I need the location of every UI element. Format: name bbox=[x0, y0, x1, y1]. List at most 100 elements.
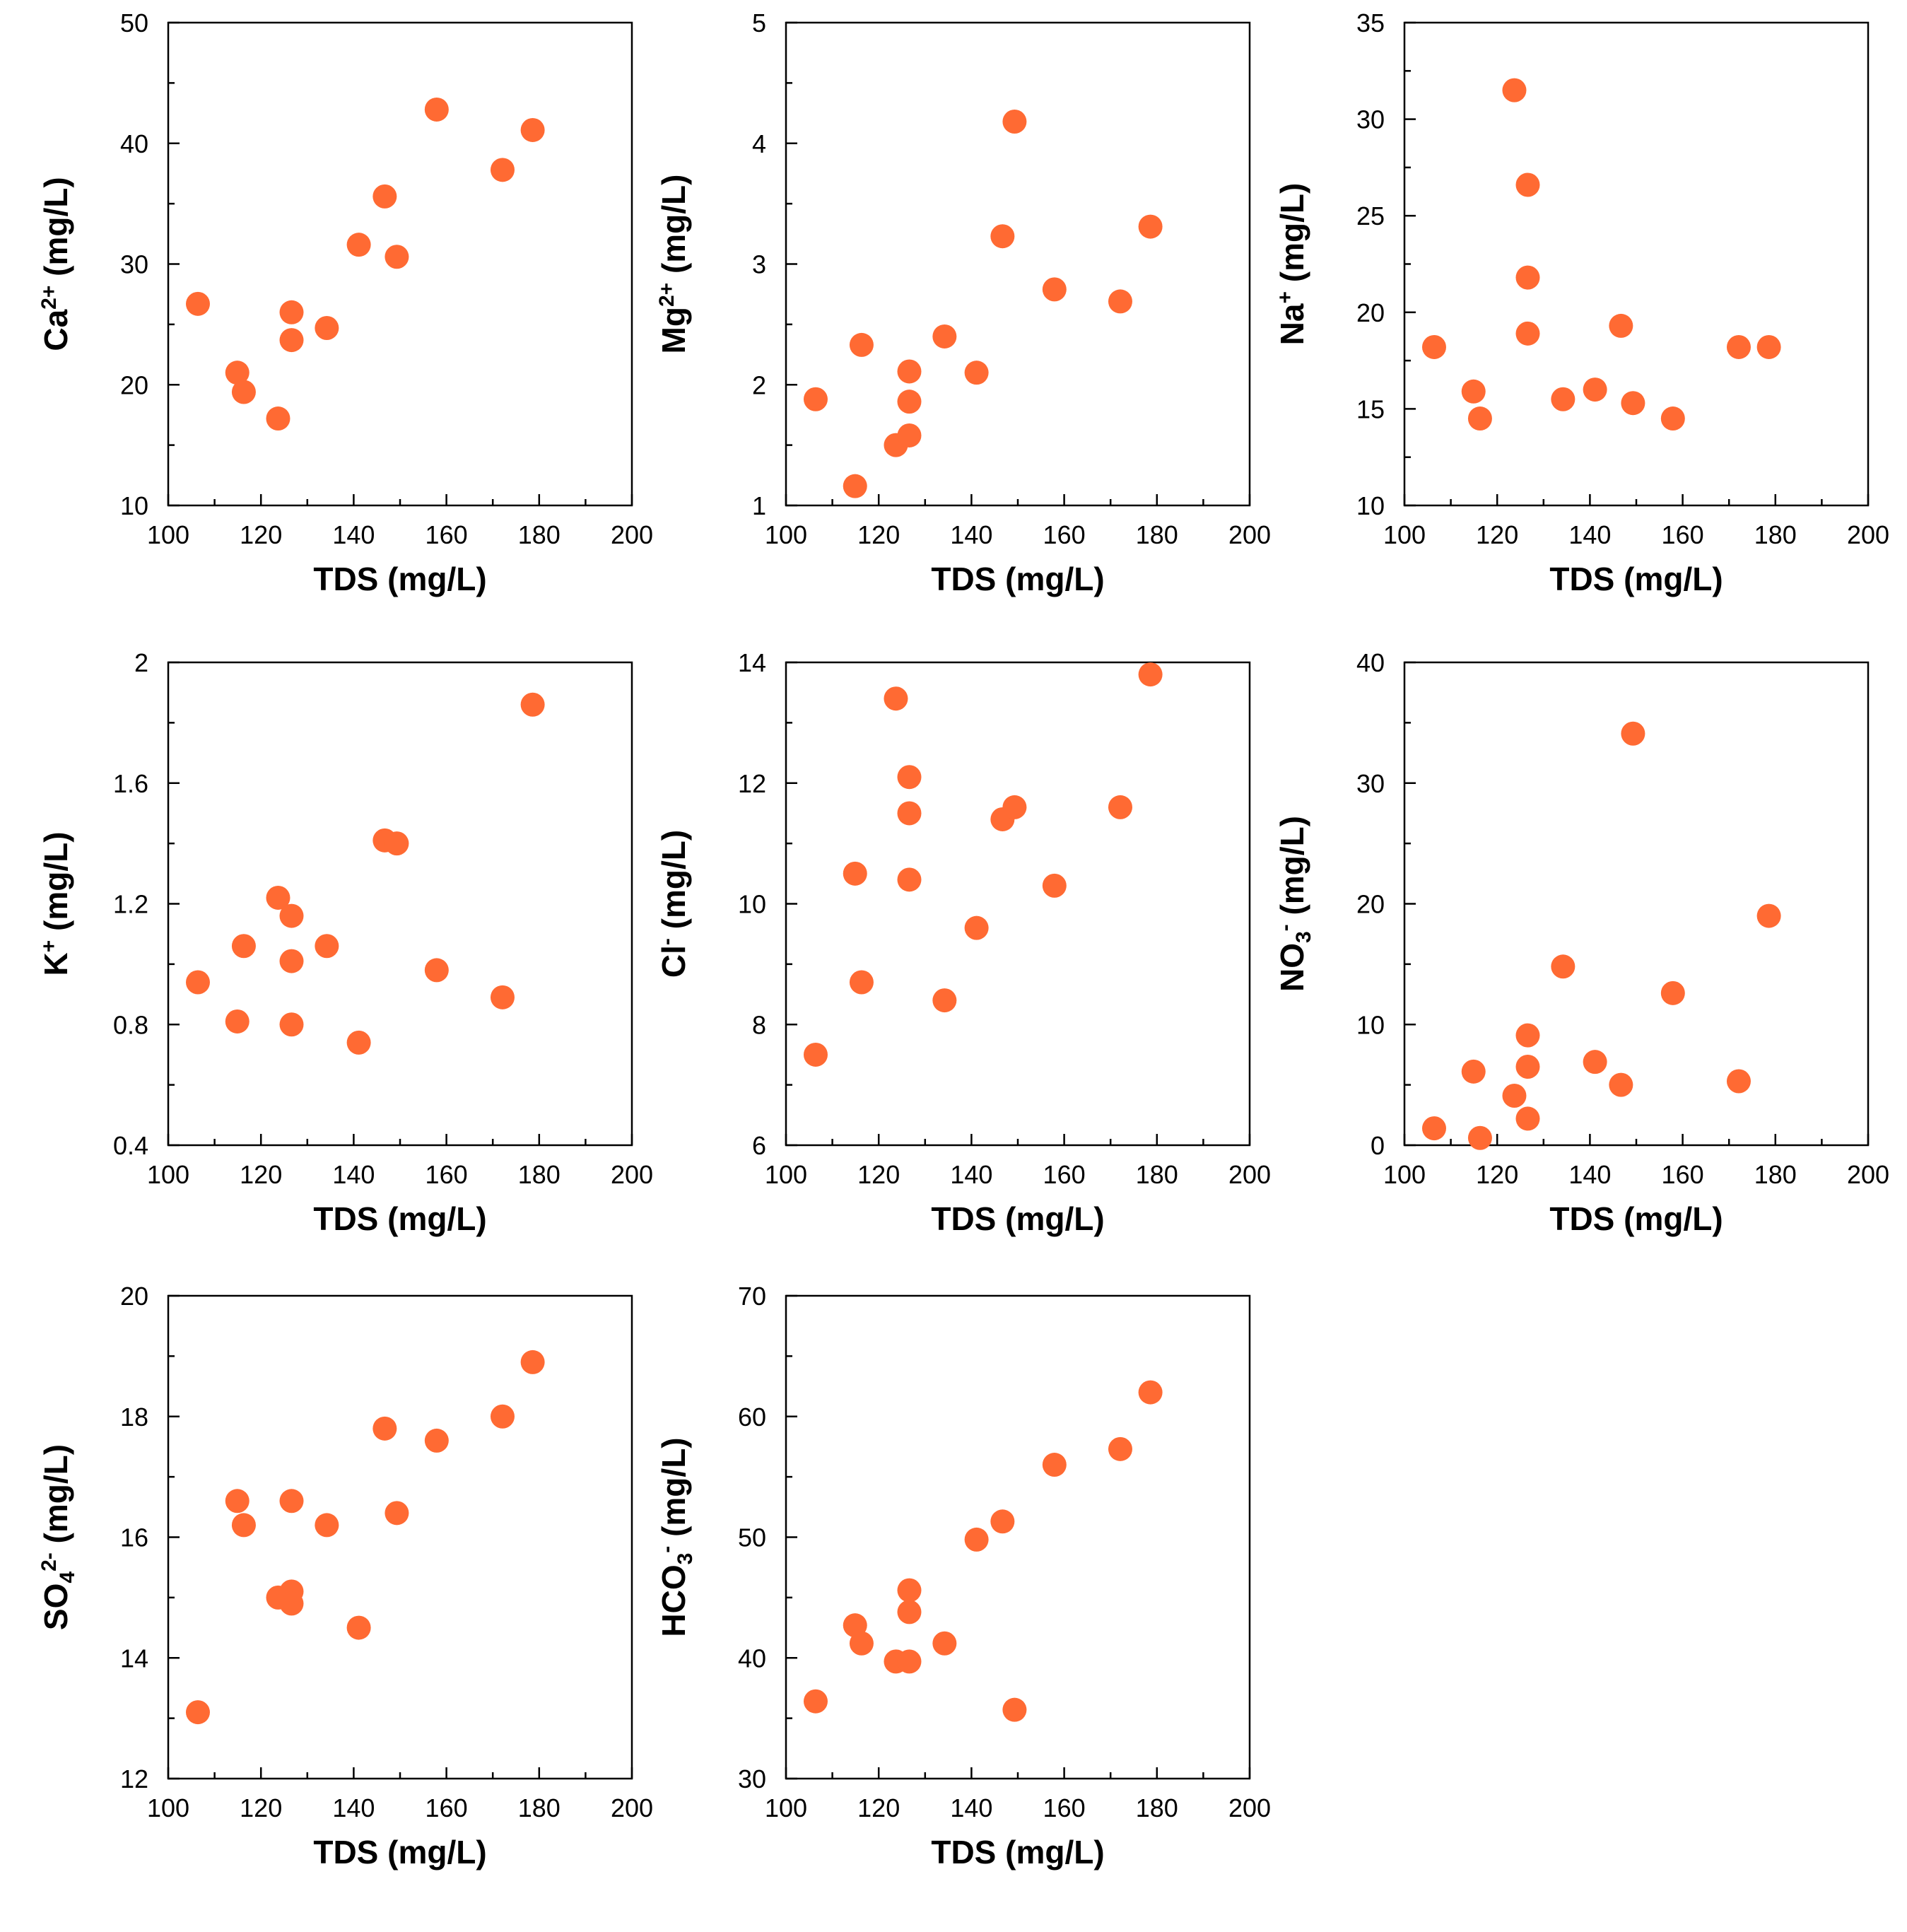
x-tick-label: 140 bbox=[950, 520, 992, 549]
data-point bbox=[279, 1591, 304, 1616]
y-tick-label: 1 bbox=[752, 491, 766, 520]
data-point bbox=[490, 985, 515, 1009]
y-tick-label: 15 bbox=[1356, 394, 1385, 423]
data-point bbox=[315, 315, 339, 340]
x-tick-label: 100 bbox=[765, 1160, 807, 1189]
x-axis-title: TDS (mg/L) bbox=[1549, 1200, 1723, 1237]
y-axis-title: HCO3- (mg/L) bbox=[655, 1437, 697, 1637]
y-tick-label: 5 bbox=[752, 8, 766, 37]
data-point bbox=[964, 1527, 989, 1552]
x-tick-label: 100 bbox=[765, 520, 807, 549]
scatter-panel-2: 100 120 140 160 180 200 1 2 3 4 5 TDS (mg/L) Mg2+ (m… bbox=[655, 8, 1271, 597]
data-point bbox=[1042, 873, 1067, 898]
y-tick-label: 14 bbox=[738, 648, 766, 677]
data-point bbox=[1138, 1380, 1163, 1405]
y-tick-label: 12 bbox=[120, 1764, 148, 1793]
data-point bbox=[231, 380, 256, 404]
x-tick-label: 160 bbox=[1662, 520, 1704, 549]
data-point bbox=[1138, 662, 1163, 687]
data-point bbox=[424, 958, 449, 983]
data-point bbox=[1467, 1125, 1492, 1150]
y-tick-label: 10 bbox=[1356, 491, 1385, 520]
data-point bbox=[185, 970, 210, 995]
x-tick-label: 120 bbox=[857, 1160, 900, 1189]
data-point bbox=[1726, 1069, 1751, 1094]
data-point bbox=[1660, 406, 1685, 431]
x-axis-title: TDS (mg/L) bbox=[931, 1200, 1104, 1237]
x-tick-label: 100 bbox=[147, 1160, 189, 1189]
data-point bbox=[1138, 214, 1163, 239]
data-point bbox=[1515, 1106, 1540, 1131]
y-axis-title: Ca2+ (mg/L) bbox=[37, 177, 74, 351]
x-tick-label: 180 bbox=[1754, 520, 1797, 549]
x-axis-title: TDS (mg/L) bbox=[313, 1200, 486, 1237]
data-point bbox=[1042, 1453, 1067, 1477]
y-tick-label: 70 bbox=[738, 1282, 766, 1311]
data-point bbox=[843, 474, 867, 498]
y-tick-label: 40 bbox=[1356, 648, 1385, 677]
x-tick-label: 120 bbox=[1476, 1160, 1518, 1189]
data-point bbox=[897, 801, 922, 826]
scatter-panel-6: 100 120 140 160 180 200 0 10 20 30 40 TDS (mg/L) NO3… bbox=[1274, 648, 1889, 1237]
y-tick-label: 10 bbox=[738, 890, 766, 919]
data-point bbox=[897, 1600, 922, 1624]
data-point bbox=[225, 361, 250, 385]
y-tick-label: 2 bbox=[134, 648, 148, 677]
y-tick-label: 14 bbox=[120, 1644, 148, 1673]
y-tick-label: 8 bbox=[752, 1010, 766, 1039]
x-axis-title: TDS (mg/L) bbox=[313, 561, 486, 597]
data-point bbox=[424, 97, 449, 122]
y-tick-label: 25 bbox=[1356, 201, 1385, 230]
data-point bbox=[1002, 795, 1027, 819]
data-point bbox=[385, 245, 409, 269]
x-tick-label: 160 bbox=[426, 1160, 468, 1189]
data-point bbox=[490, 1404, 515, 1429]
x-tick-label: 200 bbox=[1228, 520, 1271, 549]
x-tick-label: 180 bbox=[1754, 1160, 1797, 1189]
x-tick-label: 160 bbox=[426, 1793, 468, 1822]
plot-frame bbox=[785, 21, 1251, 507]
data-point bbox=[231, 1513, 256, 1538]
x-tick-label: 180 bbox=[518, 1793, 561, 1822]
y-tick-label: 20 bbox=[120, 370, 148, 399]
plot-frame bbox=[1403, 21, 1870, 507]
x-tick-label: 140 bbox=[1568, 520, 1611, 549]
x-tick-label: 100 bbox=[147, 1793, 189, 1822]
x-tick-label: 180 bbox=[518, 1160, 561, 1189]
scatter-panel-3: 100 120 140 160 180 200 10 15 20 25 30 35 TDS (mg/L)… bbox=[1274, 8, 1889, 597]
data-point bbox=[225, 1009, 250, 1034]
data-point bbox=[372, 184, 397, 209]
data-point bbox=[1042, 277, 1067, 302]
data-point bbox=[385, 831, 409, 856]
data-point bbox=[1551, 387, 1576, 411]
data-point bbox=[1515, 265, 1540, 290]
data-point bbox=[279, 903, 304, 928]
x-tick-label: 120 bbox=[1476, 520, 1518, 549]
data-point bbox=[225, 1489, 250, 1514]
data-point bbox=[803, 1042, 828, 1067]
data-point bbox=[1461, 1059, 1486, 1084]
data-point bbox=[1467, 406, 1492, 431]
data-point bbox=[520, 117, 545, 142]
data-point bbox=[231, 934, 256, 959]
plot-frame bbox=[167, 1294, 633, 1780]
data-point bbox=[520, 1350, 545, 1374]
scatter-panel-7: 100 120 140 160 180 200 12 14 16 18 20 TDS (mg/L) SO… bbox=[37, 1282, 653, 1870]
data-point bbox=[1421, 1116, 1446, 1141]
scatter-panel-5: 100 120 140 160 180 200 6 8 10 12 14 TDS (mg/L) Cl- … bbox=[655, 648, 1271, 1237]
scatter-panel-1: 100 120 140 160 180 200 10 20 30 40 50 TDS (mg/L) Ca… bbox=[37, 8, 653, 597]
data-point bbox=[897, 867, 922, 892]
y-tick-label: 0 bbox=[1371, 1131, 1385, 1160]
data-point bbox=[372, 1416, 397, 1441]
data-point bbox=[266, 885, 291, 910]
data-point bbox=[1621, 391, 1645, 416]
data-point bbox=[346, 233, 371, 257]
data-point bbox=[884, 686, 908, 711]
data-point bbox=[897, 359, 922, 384]
x-tick-label: 120 bbox=[240, 1793, 282, 1822]
data-point bbox=[1502, 1083, 1527, 1108]
data-point bbox=[279, 300, 304, 324]
data-point bbox=[279, 328, 304, 353]
x-tick-label: 180 bbox=[1136, 1793, 1178, 1822]
